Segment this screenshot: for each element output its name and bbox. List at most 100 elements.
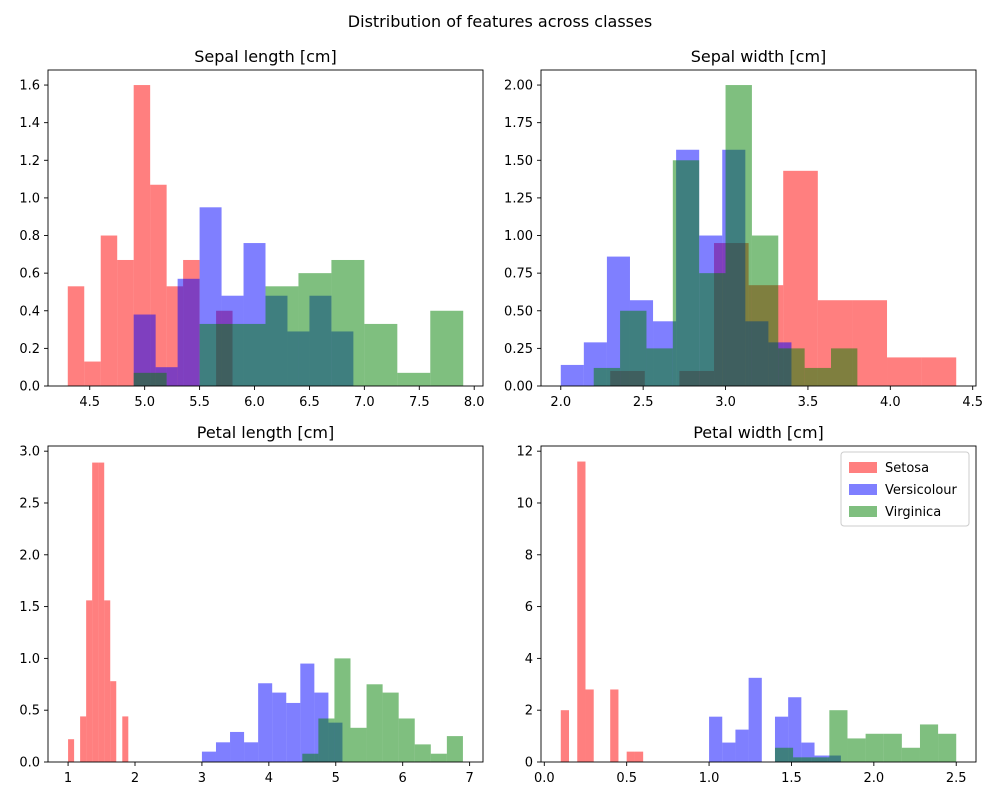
histogram-bar [709, 716, 723, 762]
histogram-bar [334, 658, 351, 762]
histogram-bar [921, 357, 957, 386]
histogram-bar [215, 742, 231, 762]
histogram-bar [133, 314, 156, 386]
histogram-bar [852, 300, 888, 386]
y-tick-label: 1.4 [19, 116, 40, 131]
histogram-bar [177, 278, 200, 386]
legend-swatch-versicolour [849, 484, 877, 495]
x-tick-label: 3 [198, 771, 206, 786]
histogram-bar [804, 367, 831, 386]
histogram-bar [446, 736, 463, 762]
histogram-bar [230, 731, 245, 762]
figure-title: Distribution of features across classes [347, 12, 653, 31]
y-tick-label: 0 [525, 756, 533, 771]
histogram-bar [577, 461, 586, 762]
histogram-bar [302, 753, 319, 762]
subplot-3: 1 2 3 4 5 6 7 0.0 0.5 1.0 1.5 2.0 2.5 3.0 Petal length… [19, 423, 484, 786]
y-tick-label: 0.25 [504, 342, 533, 357]
histogram-bar [430, 753, 447, 762]
x-tick-label: 7.0 [354, 395, 375, 410]
x-tick-label: 1.0 [699, 771, 720, 786]
histogram-bar [104, 600, 111, 762]
y-tick-label: 0.0 [19, 380, 40, 395]
y-tick-label: 2 [525, 704, 533, 719]
histogram-bar [133, 85, 151, 387]
legend-label: Versicolour [885, 483, 958, 498]
y-tick-label: 0.75 [504, 267, 533, 282]
histogram-bar [646, 348, 673, 386]
histogram-bar [793, 757, 812, 762]
series-virginica [133, 259, 464, 386]
x-tick-label: 2 [131, 771, 139, 786]
histogram-bar [244, 742, 259, 762]
y-tick-label: 10 [516, 496, 533, 511]
y-tick-label: 8 [525, 548, 533, 563]
histogram-bar [725, 85, 752, 387]
histogram-bar [634, 751, 644, 762]
histogram-bar [801, 742, 815, 762]
y-tick-label: 0.2 [19, 342, 40, 357]
histogram-bar [414, 744, 431, 762]
axes-frame [540, 69, 977, 387]
y-tick-label: 0.00 [504, 380, 533, 395]
histogram-bar [366, 684, 383, 762]
histogram-bar [829, 710, 848, 762]
x-tick-label: 4.5 [962, 395, 983, 410]
histogram-bar [883, 733, 902, 762]
histogram-bar [672, 160, 700, 386]
x-tick-label: 5.0 [134, 395, 155, 410]
axes-frame [540, 445, 977, 763]
x-tick-label: 6.0 [244, 395, 265, 410]
histogram-bar [80, 716, 87, 762]
histogram-bar [92, 462, 99, 762]
histogram-bar [272, 692, 287, 762]
subplot-2: 2.0 2.5 3.0 3.5 4.0 4.5 0.00 0.25 0.50 0.75 1.00 1.… [504, 47, 983, 410]
y-tick-label: 1.25 [504, 191, 533, 206]
histogram-bar [620, 310, 647, 386]
histogram-bar [398, 718, 415, 762]
x-tick-label: 7 [465, 771, 473, 786]
histogram-bar [748, 677, 762, 762]
histogram-bar [938, 733, 957, 762]
y-tick-label: 0.5 [19, 704, 40, 719]
histogram-bar [778, 348, 805, 386]
x-tick-label: 0.0 [534, 771, 555, 786]
histogram-bar [774, 747, 794, 762]
histogram-bar [350, 727, 367, 762]
y-tick-label: 1.2 [19, 154, 40, 169]
histogram-bar [110, 681, 117, 762]
y-tick-label: 4 [525, 652, 533, 667]
x-tick-label: 3.0 [715, 395, 736, 410]
histogram-bar [610, 689, 619, 762]
histogram-bar [626, 751, 635, 762]
histogram-bar [397, 372, 431, 386]
y-tick-label: 1.75 [504, 116, 533, 131]
histogram-bar [300, 663, 315, 762]
series-virginica [774, 710, 957, 762]
x-tick-label: 2.0 [863, 771, 884, 786]
histogram-bar [811, 757, 830, 762]
y-tick-label: 1.00 [504, 229, 533, 244]
histogram-bar [430, 310, 464, 386]
x-tick-label: 1.5 [781, 771, 802, 786]
subplot-4: 0.0 0.5 1.0 1.5 2.0 2.5 0 2 4 6 8 10 12 Petal width [… [516, 423, 977, 786]
histogram-bar [901, 747, 920, 762]
histogram-bar [201, 751, 216, 762]
x-tick-label: 7.5 [409, 395, 430, 410]
y-tick-label: 1.5 [19, 600, 40, 615]
histogram-bar [298, 273, 332, 386]
subplot-title: Sepal width [cm] [691, 47, 827, 66]
histogram-bar [847, 738, 866, 762]
y-tick-label: 6 [525, 600, 533, 615]
histogram-bar [887, 357, 922, 386]
axes-frame [47, 69, 484, 387]
histogram-bar [318, 718, 335, 762]
x-tick-label: 3.5 [798, 395, 819, 410]
y-tick-label: 1.50 [504, 154, 533, 169]
x-tick-label: 0.5 [616, 771, 637, 786]
y-tick-label: 0.8 [19, 229, 40, 244]
x-tick-label: 2.0 [550, 395, 571, 410]
y-tick-label: 1.0 [19, 652, 40, 667]
y-tick-label: 0.6 [19, 267, 40, 282]
x-tick-label: 2.5 [946, 771, 967, 786]
